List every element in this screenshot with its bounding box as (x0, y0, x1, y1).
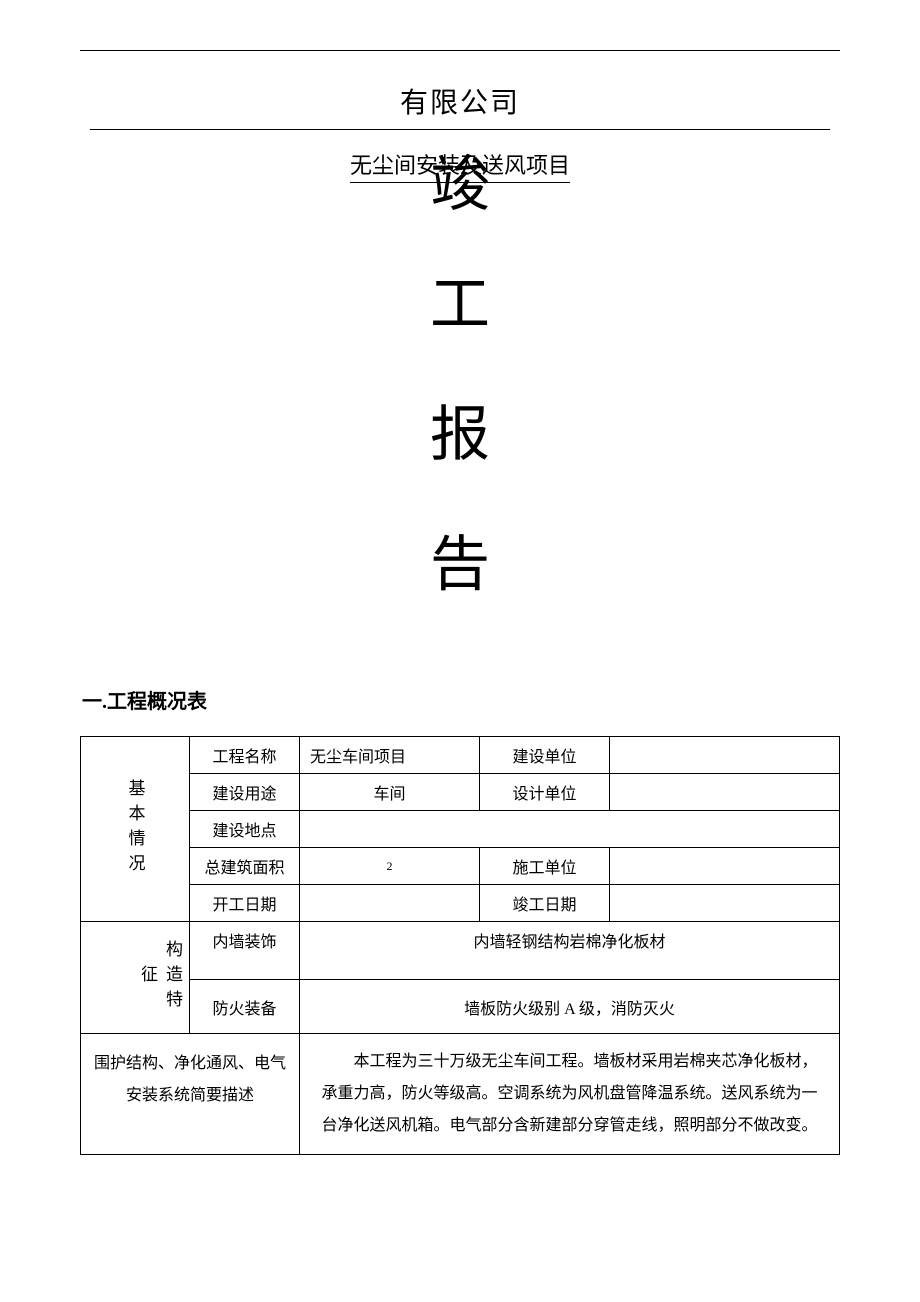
cell-value: 无尘车间项目 (300, 737, 480, 774)
vertical-group-structure: 构造特征 (81, 922, 190, 1034)
section-1-heading: 一.工程概况表 (82, 685, 840, 714)
area-exponent: 2 (387, 859, 393, 873)
cell-value: 2 (300, 848, 480, 885)
cell-value (610, 737, 840, 774)
cell-value (610, 885, 840, 922)
table-row: 建设地点 (81, 811, 840, 848)
cell-label: 建设单位 (480, 737, 610, 774)
cell-value: 墙板防火级别 A 级，消防灭火 (300, 980, 840, 1034)
big-title: 竣 工 报 告 (80, 155, 840, 595)
big-title-char-2: 工 (80, 275, 840, 335)
cell-label: 竣工日期 (480, 885, 610, 922)
top-horizontal-rule (80, 50, 840, 51)
table-row: 建设用途 车间 设计单位 (81, 774, 840, 811)
cell-value (300, 811, 840, 848)
company-title: 有限公司 (80, 81, 840, 121)
overview-table: 基本情况 工程名称 无尘车间项目 建设单位 建设用途 车间 设计单位 建设地点 … (80, 736, 840, 1155)
description-content: 本工程为三十万级无尘车间工程。墙板材采用岩棉夹芯净化板材，承重力高，防火等级高。… (300, 1034, 840, 1155)
table-row: 围护结构、净化通风、电气安装系统简要描述 本工程为三十万级无尘车间工程。墙板材采… (81, 1034, 840, 1155)
table-row: 总建筑面积 2 施工单位 (81, 848, 840, 885)
cell-label: 防火装备 (190, 980, 300, 1034)
cell-label: 开工日期 (190, 885, 300, 922)
table-row: 防火装备 墙板防火级别 A 级，消防灭火 (81, 980, 840, 1034)
cell-label: 设计单位 (480, 774, 610, 811)
vertical-group-basic: 基本情况 (81, 737, 190, 922)
table-row: 开工日期 竣工日期 (81, 885, 840, 922)
cell-label: 内墙装饰 (190, 922, 300, 980)
cell-label: 工程名称 (190, 737, 300, 774)
cell-label: 建设地点 (190, 811, 300, 848)
cell-label: 施工单位 (480, 848, 610, 885)
table-row: 构造特征 内墙装饰 内墙轻钢结构岩棉净化板材 (81, 922, 840, 980)
company-underline (90, 129, 830, 130)
cell-label: 总建筑面积 (190, 848, 300, 885)
cell-value: 内墙轻钢结构岩棉净化板材 (300, 922, 840, 980)
cell-value (610, 774, 840, 811)
project-name: 无尘间安装及送风项目 (350, 148, 570, 183)
cell-label: 建设用途 (190, 774, 300, 811)
description-label: 围护结构、净化通风、电气安装系统简要描述 (81, 1034, 300, 1155)
cell-value (610, 848, 840, 885)
cell-value (300, 885, 480, 922)
cell-value: 车间 (300, 774, 480, 811)
project-name-wrapper: 无尘间安装及送风项目 (80, 148, 840, 183)
big-title-char-3: 报 (80, 405, 840, 465)
big-title-char-4: 告 (80, 535, 840, 595)
table-row: 基本情况 工程名称 无尘车间项目 建设单位 (81, 737, 840, 774)
